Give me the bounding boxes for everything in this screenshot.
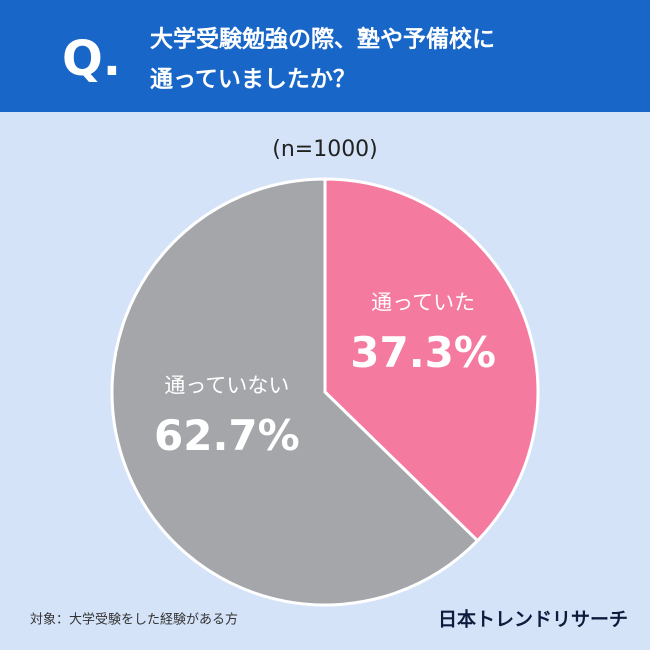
question-prefix: Q. [62,31,121,87]
footnote: 対象：大学受験をした経験がある方 [30,612,238,628]
slice-category: 通っていない [164,373,289,397]
pie-slice [110,177,480,607]
header-band [0,0,650,112]
slice-value-label: 37.3% [350,328,496,377]
slice-value-label: 62.7% [154,411,300,460]
pie-slice [323,177,540,543]
subtitle: (n=1000) [272,137,378,162]
slice-category: 通っていた [371,291,475,315]
title-line: 通っていましたか？ [150,67,356,93]
title-line: 大学受験勉強の際、塾や予備校に [150,26,495,53]
source: 日本トレンドリサーチ [438,608,628,631]
